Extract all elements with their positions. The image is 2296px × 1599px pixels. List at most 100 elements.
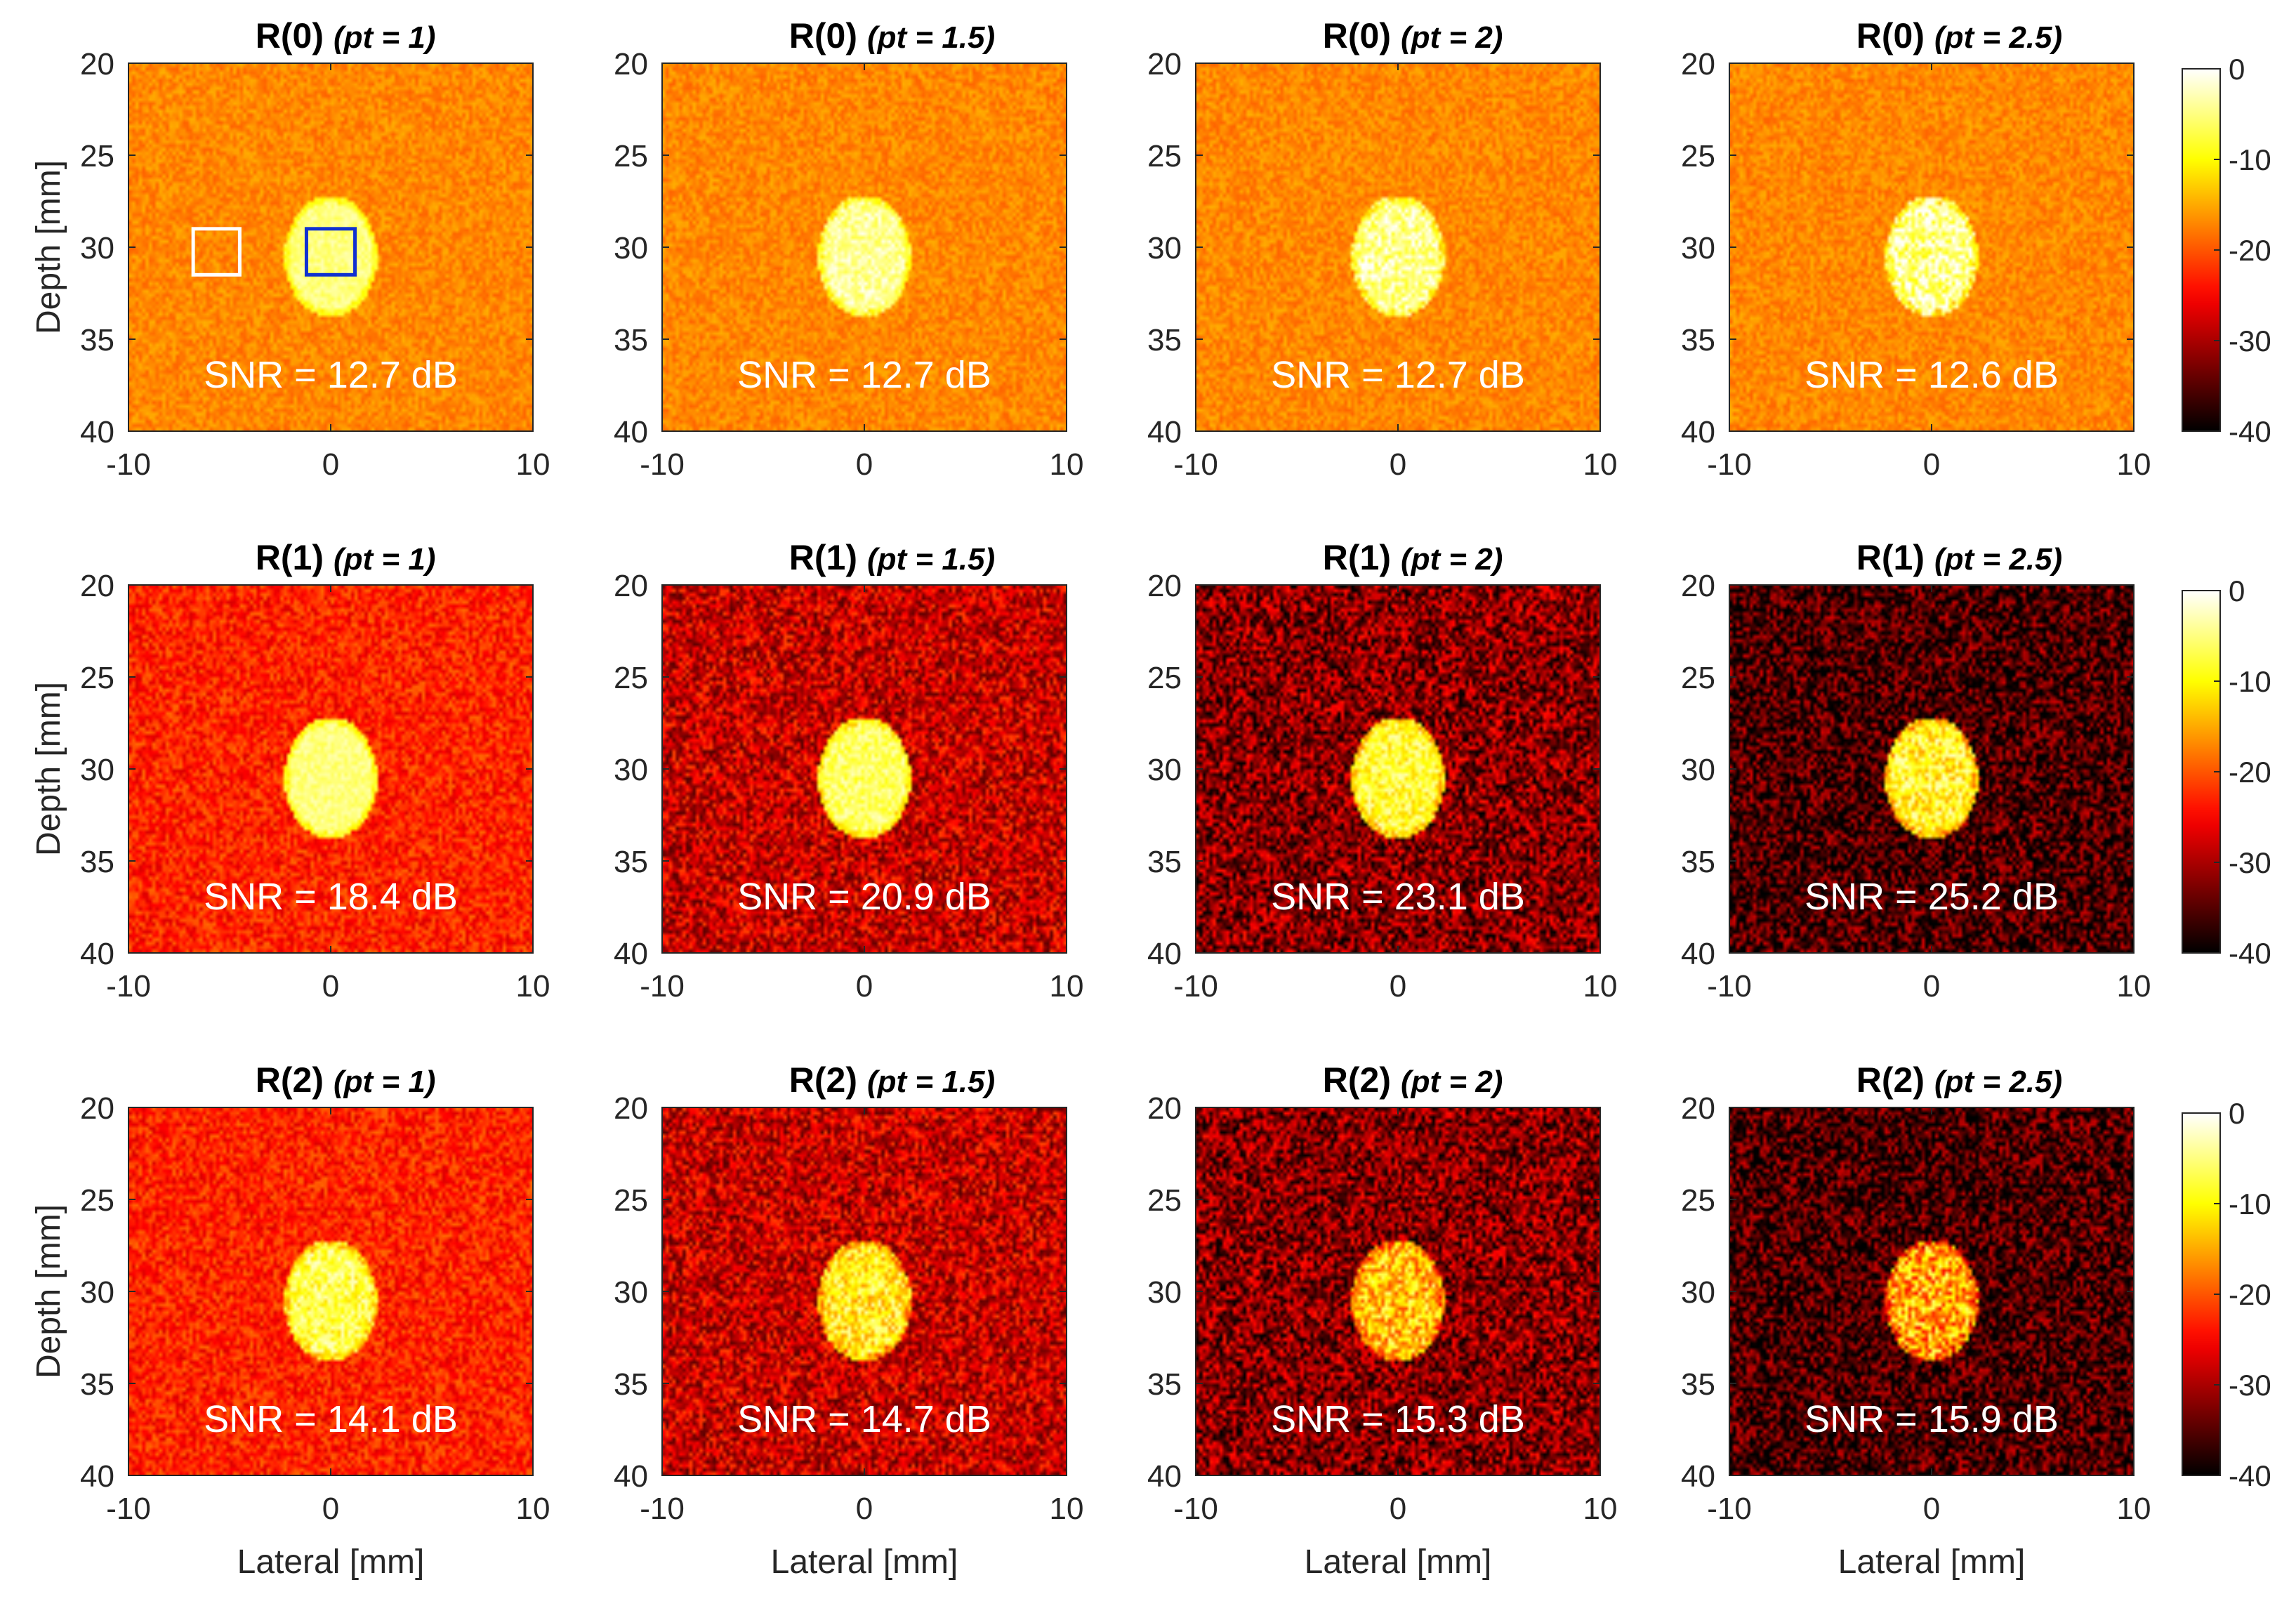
x-tick-label: 0 [1390,1492,1406,1526]
y-tick-label: 30 [1681,1275,1715,1310]
x-tick-label: -10 [640,447,685,482]
colorbar-tick-label: -30 [2229,1369,2271,1402]
subplot-2-1: -10 0 10 20 25 30 35 40 R(2) (pt = 1.5) SNR = 14.7… [614,1060,1083,1581]
subplot-1-2: -10 0 10 20 25 30 35 40 R(1) (pt = 2) SNR = 23.1 d… [1147,538,1617,1004]
panel-title-pt: (pt = 1.5) [867,542,995,577]
snr-label: SNR = 15.9 dB [1805,1398,2059,1440]
x-tick-label: 10 [2117,1492,2151,1526]
heatmap-image [1729,585,2134,953]
x-tick-label: 0 [856,1492,873,1526]
x-tick-label: 10 [516,447,550,482]
y-tick-label: 20 [1681,569,1715,603]
y-tick-label: 30 [1147,1275,1182,1310]
y-tick-label: 40 [80,1459,114,1494]
y-tick-label: 35 [1681,1367,1715,1402]
panel-title-main: R(2) [1323,1060,1391,1100]
y-tick-label: 20 [614,47,648,81]
colorbar-tick-label: -20 [2229,234,2271,267]
y-tick-label: 20 [614,1091,648,1126]
y-tick-label: 35 [80,323,114,357]
y-tick-label: 25 [614,661,648,695]
x-tick-label: -10 [106,447,151,482]
y-tick-label: 25 [80,139,114,173]
panel-title-pt: (pt = 1) [334,20,435,55]
colorbar-tick-label: -30 [2229,324,2271,357]
panel-title-pt: (pt = 1) [334,542,435,577]
snr-label: SNR = 23.1 dB [1271,876,1525,918]
y-tick-label: 40 [80,937,114,971]
panel-title-main: R(0) [789,16,857,55]
x-tick-label: 0 [1923,447,1940,482]
heatmap-image [128,1107,533,1475]
heatmap-image [662,585,1067,953]
x-tick-label: 0 [322,447,339,482]
panel-title-main: R(1) [1856,538,1925,577]
inclusion-roi-box [304,227,357,277]
y-tick-label: 25 [1147,661,1182,695]
y-tick-label: 25 [1681,661,1715,695]
x-tick-label: -10 [106,1492,151,1526]
panel-title-main: R(1) [256,538,324,577]
subplot-2-0: -10 0 10 20 25 30 35 40 R(2) (pt = 1) SNR = 14.1 d… [30,1060,550,1581]
x-tick-label: 10 [1583,969,1618,1004]
x-axis-label: Lateral [mm] [237,1544,425,1581]
y-tick-label: 25 [614,139,648,173]
y-tick-label: 40 [80,415,114,449]
x-tick-label: -10 [1173,969,1218,1004]
x-tick-label: 10 [516,969,550,1004]
snr-label: SNR = 14.7 dB [737,1398,991,1440]
y-tick-label: 35 [1681,845,1715,879]
y-tick-label: 40 [1147,1459,1182,1494]
x-tick-label: 10 [2117,447,2151,482]
panel-title-pt: (pt = 2.5) [1934,542,2062,577]
colorbar-tick-label: -30 [2229,846,2271,879]
y-tick-label: 20 [1681,1091,1715,1126]
x-tick-label: -10 [1707,969,1752,1004]
x-tick-label: 10 [516,1492,550,1526]
y-tick-label: 30 [80,231,114,265]
y-axis-label: Depth [mm] [30,682,67,856]
heatmap-image [1196,63,1600,431]
x-tick-label: 0 [322,969,339,1004]
panel-title-pt: (pt = 2) [1401,1065,1503,1099]
panel-title-pt: (pt = 1.5) [867,1065,995,1099]
x-axis-label: Lateral [mm] [771,1544,958,1581]
colorbar-tick-label: -40 [2229,1459,2271,1492]
x-tick-label: 10 [2117,969,2151,1004]
x-tick-label: 0 [856,447,873,482]
y-tick-label: 35 [80,845,114,879]
y-tick-label: 25 [1681,139,1715,173]
colorbar-tick-label: -40 [2229,937,2271,970]
snr-label: SNR = 14.1 dB [204,1398,458,1440]
panel-title-main: R(0) [1323,16,1391,55]
x-tick-label: -10 [1707,1492,1752,1526]
x-tick-label: 0 [1923,969,1940,1004]
panels-layer: -10 0 10 20 25 30 35 40 R(0) (pt = 1) SNR = 12.7 d… [30,16,2271,1581]
x-tick-label: -10 [1707,447,1752,482]
subplot-1-0: -10 0 10 20 25 30 35 40 R(1) (pt = 1) SNR = 18.4 d… [30,538,550,1004]
y-tick-label: 35 [80,1367,114,1402]
y-tick-label: 30 [614,1275,648,1310]
y-tick-label: 20 [1147,47,1182,81]
y-tick-label: 40 [1681,415,1715,449]
y-tick-label: 35 [1147,323,1182,357]
panel-title-main: R(0) [256,16,324,55]
y-tick-label: 25 [80,1183,114,1218]
snr-label: SNR = 25.2 dB [1805,876,2059,918]
y-tick-label: 30 [1681,753,1715,787]
colorbar-2: 0 -10 -20 -30 -40 [2182,1097,2271,1492]
y-tick-label: 30 [1147,753,1182,787]
y-tick-label: 30 [1681,231,1715,265]
x-tick-label: 10 [1050,1492,1084,1526]
colorbar-tick-label: -20 [2229,756,2271,789]
panel-title-pt: (pt = 2) [1401,542,1503,577]
snr-label: SNR = 12.7 dB [204,354,458,396]
y-tick-label: 25 [1147,1183,1182,1218]
x-tick-label: 0 [1923,1492,1940,1526]
x-tick-label: 10 [1050,447,1084,482]
colorbar-tick-label: -10 [2229,1187,2271,1220]
snr-label: SNR = 12.6 dB [1805,354,2059,396]
snr-label: SNR = 12.7 dB [737,354,991,396]
y-tick-label: 35 [614,323,648,357]
